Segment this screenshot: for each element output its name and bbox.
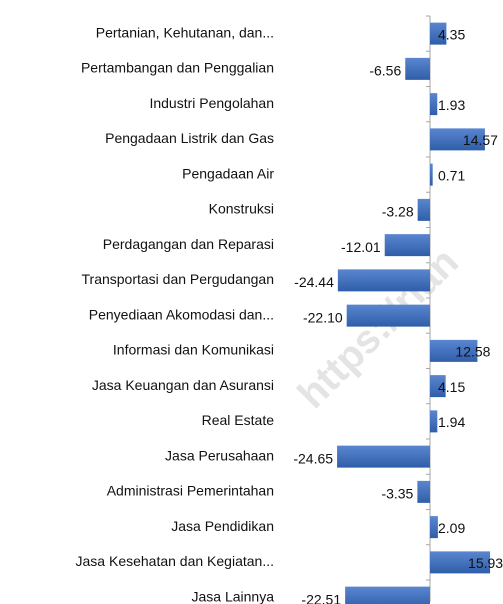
- value-label: -3.35: [381, 486, 413, 502]
- category-label: Pertambangan dan Penggalian: [81, 60, 274, 76]
- value-label: -24.44: [294, 274, 334, 290]
- bar: [337, 269, 430, 292]
- category-label: Jasa Kesehatan dan Kegiatan...: [76, 553, 274, 569]
- value-label: 14.57: [463, 132, 498, 148]
- category-label: Real Estate: [202, 412, 275, 428]
- bar: [345, 586, 430, 604]
- bar: [417, 480, 430, 503]
- category-label: Pertanian, Kehutanan, dan...: [96, 24, 274, 40]
- bar: [430, 93, 438, 116]
- value-label: -24.65: [293, 450, 333, 466]
- category-label: Informasi dan Komunikasi: [113, 342, 274, 358]
- bar: [430, 163, 433, 186]
- value-label: 1.94: [438, 414, 465, 430]
- category-label: Perdagangan dan Reparasi: [103, 236, 274, 252]
- category-label: Jasa Lainnya: [191, 588, 274, 604]
- bar: [384, 234, 430, 257]
- value-label: -6.56: [369, 63, 401, 79]
- category-label: Jasa Keuangan dan Asuransi: [92, 377, 274, 393]
- value-label: 2.09: [438, 520, 465, 536]
- bar: [430, 375, 446, 398]
- value-label: 15.93: [468, 555, 503, 571]
- bar: [337, 445, 430, 468]
- value-label: 4.35: [438, 26, 465, 42]
- category-label: Transportasi dan Pergudangan: [82, 271, 275, 287]
- value-label: -12.01: [341, 239, 381, 255]
- value-label: -22.51: [301, 591, 341, 604]
- bar: [430, 551, 491, 574]
- bar: [430, 22, 447, 45]
- bar: [430, 516, 438, 539]
- category-label: Pengadaan Air: [182, 165, 274, 181]
- bar: [346, 304, 430, 327]
- bar: [405, 57, 430, 80]
- bar: [430, 410, 438, 433]
- bar: [430, 128, 485, 151]
- value-label: 12.58: [455, 344, 490, 360]
- category-label: Pengadaan Listrik dan Gas: [105, 130, 274, 146]
- category-label: Jasa Pendidikan: [171, 518, 274, 534]
- value-label: 1.93: [438, 97, 465, 113]
- category-label: Administrasi Pemerintahan: [107, 483, 274, 499]
- category-label: Industri Pengolahan: [149, 95, 274, 111]
- value-label: 0.71: [438, 167, 465, 183]
- value-label: 4.15: [438, 379, 465, 395]
- category-label: Penyediaan Akomodasi dan...: [89, 306, 274, 322]
- value-label: -22.10: [303, 309, 343, 325]
- category-label: Konstruksi: [209, 201, 274, 217]
- value-label: -3.28: [382, 204, 414, 220]
- category-label: Jasa Perusahaan: [165, 447, 274, 463]
- bar: [430, 339, 478, 362]
- bar: [417, 198, 430, 221]
